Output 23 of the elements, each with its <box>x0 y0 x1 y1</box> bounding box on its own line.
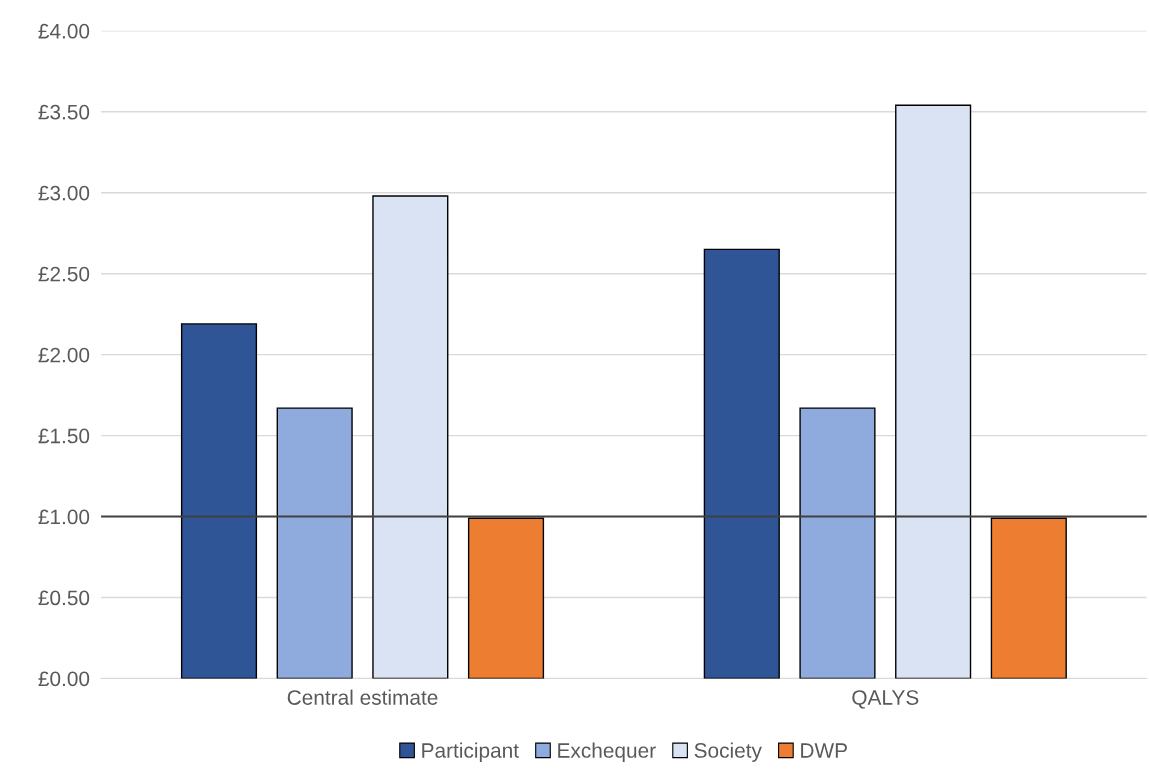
x-tick-label: Central estimate <box>287 689 438 705</box>
bar <box>990 517 1067 679</box>
bar <box>799 407 876 679</box>
y-tick-label: £2.50 <box>38 266 90 282</box>
y-tick-label: £3.50 <box>38 104 90 120</box>
bar <box>467 517 545 679</box>
bar <box>276 407 353 679</box>
y-tick-label: £1.00 <box>38 509 90 525</box>
y-tick-label: £2.00 <box>38 347 90 363</box>
y-tick-label: £0.00 <box>38 671 90 687</box>
legend-label: Society <box>694 742 762 762</box>
bar <box>180 323 258 679</box>
bar <box>703 248 780 679</box>
y-tick-label: £3.00 <box>38 185 90 201</box>
legend-label: Exchequer <box>558 742 656 762</box>
x-tick-label: QALYS <box>852 690 919 709</box>
legend-label: Participant <box>422 742 519 762</box>
y-tick-label: £0.50 <box>38 590 90 606</box>
legend-label: DWP <box>801 743 847 758</box>
y-tick-label: £4.00 <box>38 23 90 39</box>
bar <box>372 195 449 679</box>
y-tick-label: £1.50 <box>38 428 90 444</box>
bar <box>895 104 972 679</box>
